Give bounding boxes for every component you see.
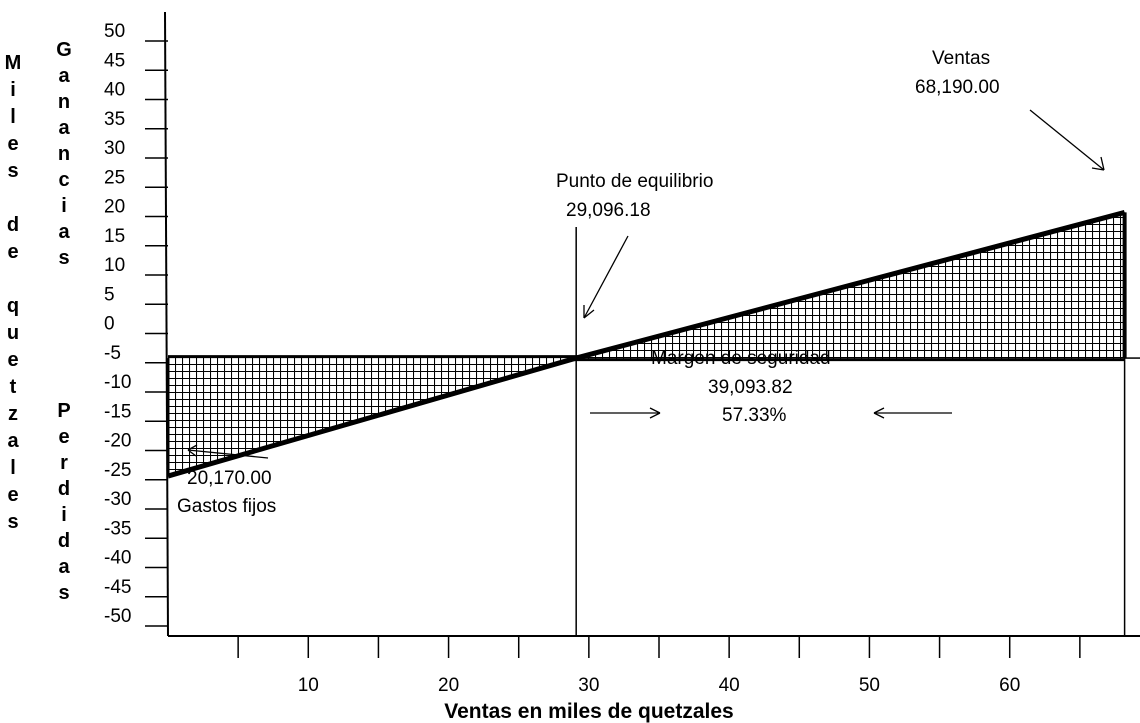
breakeven-arrow-head <box>583 305 595 319</box>
annotation-arrows <box>187 109 1105 459</box>
y-tick-label: -35 <box>104 518 131 539</box>
y-tick-label: 30 <box>104 138 125 159</box>
y-tick-label: -20 <box>104 431 131 452</box>
fixed-cost-arrow <box>187 449 269 459</box>
y-tick-label: 5 <box>104 284 115 305</box>
y-tick-label: -40 <box>104 548 131 569</box>
y-tick-label: -45 <box>104 577 131 598</box>
margin-percent: 57.33% <box>722 405 787 426</box>
ventas-arrow-head <box>1091 156 1105 171</box>
y-tick-label: -50 <box>104 606 131 627</box>
margin-right-arrow-head <box>649 407 661 419</box>
y-tick-label: 45 <box>104 50 125 71</box>
y-axis-ticks: 50454035302520151050-5-10-15-20-25-30-35… <box>104 21 168 627</box>
y-axis-label-perdidas: P e r d i d a s <box>57 400 71 604</box>
y-tick-label: -30 <box>104 489 131 510</box>
y-axis-label-ganancias: G a n a n c i a s <box>56 39 72 269</box>
ventas-title: Ventas <box>932 48 990 69</box>
x-tick-label: 40 <box>719 675 740 696</box>
breakeven-value: 29,096.18 <box>566 200 651 221</box>
y-tick-label: 35 <box>104 109 125 130</box>
y-tick-label: 15 <box>104 226 125 247</box>
margin-left-arrow-head <box>873 407 885 419</box>
y-axis-label: M i l e s d e q u e t z a l e s <box>4 52 22 533</box>
fixed-cost-arrow-head <box>187 444 198 457</box>
y-tick-label: -15 <box>104 401 131 422</box>
y-tick-label: 20 <box>104 197 125 218</box>
ventas-arrow <box>1029 109 1105 171</box>
y-tick-label: -25 <box>104 460 131 481</box>
y-tick-label: 50 <box>104 21 125 42</box>
breakeven-title: Punto de equilibrio <box>556 171 713 192</box>
margin-title: Margen de seguridad <box>651 348 831 369</box>
y-tick-label: -10 <box>104 372 131 393</box>
y-tick-label: 10 <box>104 255 125 276</box>
y-tick-label: 25 <box>104 167 125 188</box>
x-axis-label: Ventas en miles de quetzales <box>444 700 733 723</box>
x-tick-label: 20 <box>438 675 459 696</box>
fixed-cost-title: Gastos fijos <box>177 496 276 517</box>
y-tick-label: 40 <box>104 80 125 101</box>
margin-value: 39,093.82 <box>708 377 793 398</box>
breakeven-arrow <box>583 235 629 319</box>
y-tick-label: -5 <box>104 343 121 364</box>
x-axis-ticks: 10203040506070 <box>237 636 1140 696</box>
x-tick-label: 60 <box>999 675 1020 696</box>
x-tick-label: 30 <box>578 675 599 696</box>
y-tick-label: 0 <box>104 314 115 335</box>
fixed-cost-value: 20,170.00 <box>187 468 272 489</box>
x-tick-label: 10 <box>298 675 319 696</box>
ventas-value: 68,190.00 <box>915 77 1000 98</box>
x-tick-label: 50 <box>859 675 880 696</box>
y-axis-line <box>164 11 169 637</box>
